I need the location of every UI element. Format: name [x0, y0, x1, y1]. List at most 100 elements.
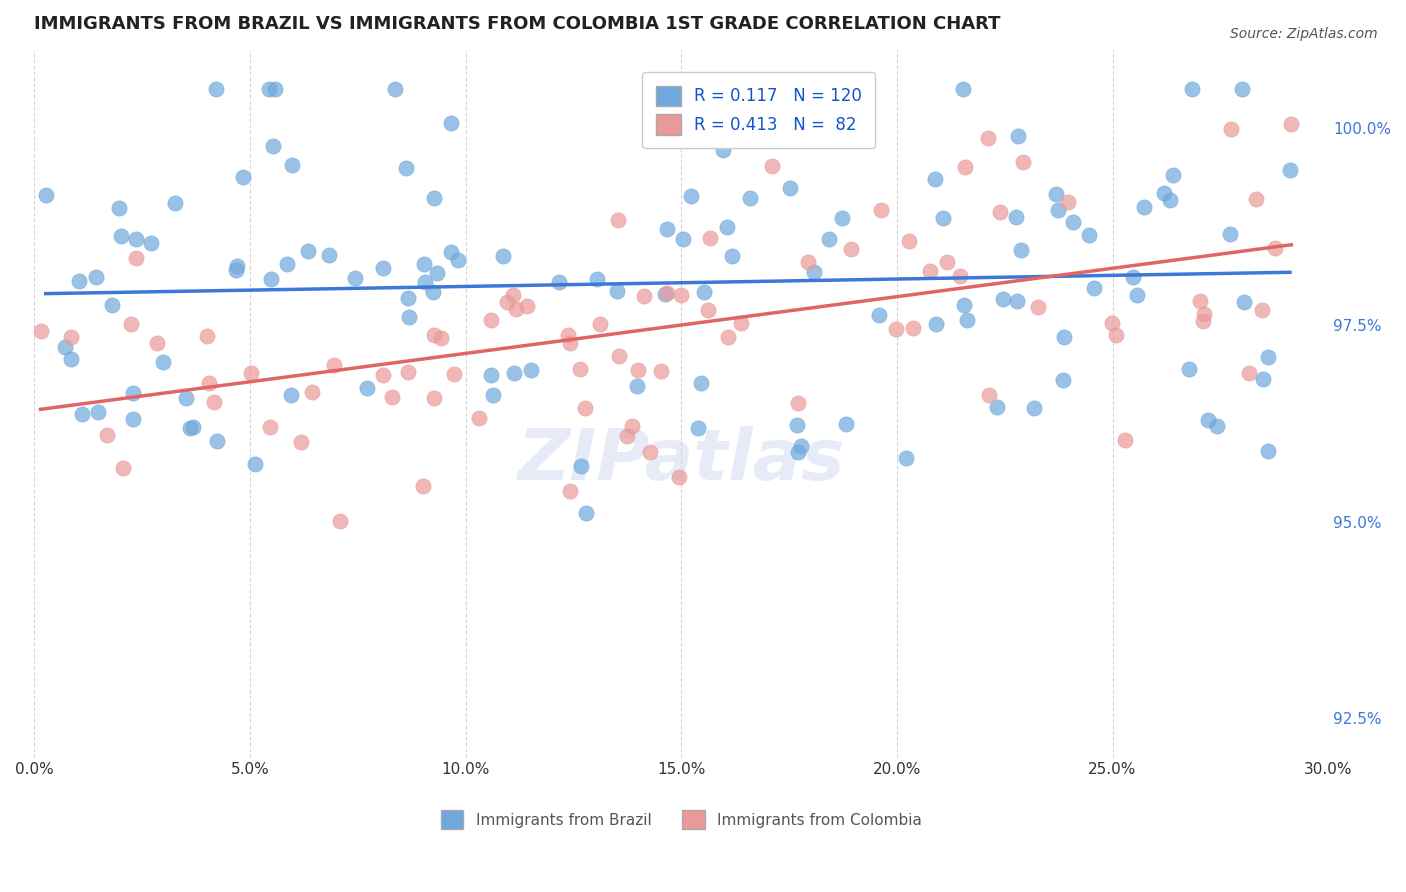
Point [896, 450, 918, 465]
Point [423, 327, 446, 342]
Point [96, 428, 118, 442]
Point [516, 299, 538, 313]
Point [924, 171, 946, 186]
Point [276, 257, 298, 271]
Point [1257, 350, 1279, 364]
Point [1230, 82, 1253, 96]
Point [1178, 362, 1201, 376]
Point [280, 388, 302, 402]
Point [502, 366, 524, 380]
Point [505, 302, 527, 317]
Point [225, 263, 247, 277]
Point [496, 295, 519, 310]
Point [1153, 186, 1175, 201]
Point [955, 161, 977, 175]
Point [183, 419, 205, 434]
Point [322, 358, 344, 372]
Point [34, 187, 56, 202]
Point [790, 439, 813, 453]
Point [1237, 366, 1260, 380]
Point [1192, 314, 1215, 328]
Point [59, 352, 82, 367]
Point [260, 272, 283, 286]
Point [84, 269, 107, 284]
Point [818, 232, 841, 246]
Point [257, 82, 280, 96]
Point [1197, 413, 1219, 427]
Point [426, 266, 449, 280]
Point [1011, 244, 1033, 258]
Point [1181, 82, 1204, 96]
Point [786, 444, 808, 458]
Point [1159, 193, 1181, 207]
Point [839, 243, 862, 257]
Point [243, 457, 266, 471]
Point [121, 385, 143, 400]
Point [952, 82, 974, 96]
Point [936, 255, 959, 269]
Point [108, 201, 131, 215]
Point [977, 131, 1000, 145]
Point [1114, 434, 1136, 448]
Point [699, 230, 721, 244]
Point [356, 381, 378, 395]
Point [1192, 307, 1215, 321]
Point [616, 429, 638, 443]
Point [779, 180, 801, 194]
Point [1053, 329, 1076, 343]
Point [396, 366, 419, 380]
Point [423, 191, 446, 205]
Point [669, 288, 692, 302]
Point [101, 298, 124, 312]
Point [797, 108, 820, 122]
Point [569, 458, 592, 473]
Point [232, 169, 254, 184]
Point [1206, 419, 1229, 434]
Point [657, 286, 679, 301]
Point [949, 268, 972, 283]
Point [1005, 210, 1028, 224]
Point [761, 159, 783, 173]
Point [834, 417, 856, 432]
Point [920, 263, 942, 277]
Point [413, 275, 436, 289]
Point [371, 368, 394, 383]
Point [86, 405, 108, 419]
Point [690, 376, 713, 390]
Point [797, 255, 820, 269]
Point [502, 287, 524, 301]
Point [301, 385, 323, 400]
Point [925, 318, 948, 332]
Point [638, 444, 661, 458]
Point [932, 211, 955, 226]
Point [259, 420, 281, 434]
Point [730, 317, 752, 331]
Point [1078, 228, 1101, 243]
Point [803, 265, 825, 279]
Point [697, 302, 720, 317]
Point [112, 461, 135, 475]
Point [869, 203, 891, 218]
Point [993, 292, 1015, 306]
Point [884, 321, 907, 335]
Point [575, 506, 598, 520]
Point [986, 400, 1008, 414]
Point [672, 232, 695, 246]
Point [396, 291, 419, 305]
Point [207, 434, 229, 448]
Point [1005, 293, 1028, 308]
Point [1132, 200, 1154, 214]
Point [626, 379, 648, 393]
Point [835, 82, 858, 96]
Point [1233, 295, 1256, 310]
Point [1007, 129, 1029, 144]
Point [1083, 281, 1105, 295]
Point [398, 310, 420, 324]
Point [195, 329, 218, 343]
Point [897, 235, 920, 249]
Point [1161, 168, 1184, 182]
Point [174, 391, 197, 405]
Point [423, 391, 446, 405]
Point [1101, 316, 1123, 330]
Point [1220, 121, 1243, 136]
